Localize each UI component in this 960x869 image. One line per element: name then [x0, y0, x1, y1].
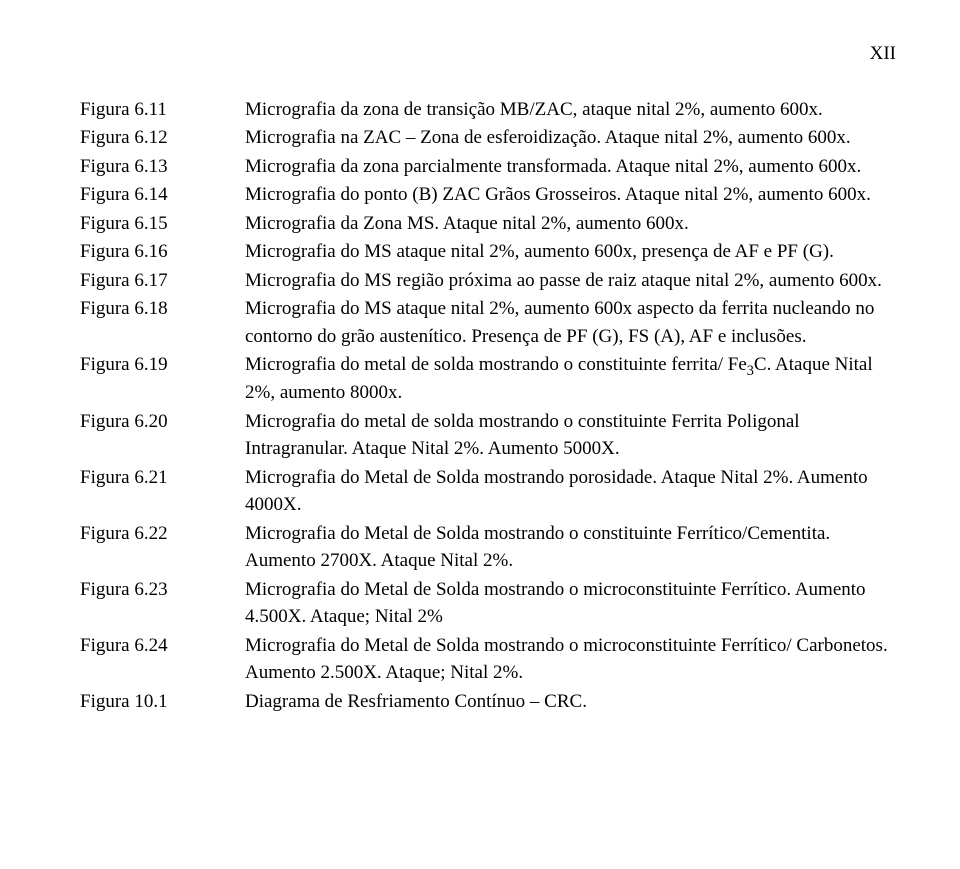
figure-entry: Figura 6.12Micrografia na ZAC – Zona de … [80, 124, 900, 152]
figure-label: Figura 6.20 [80, 408, 245, 436]
figure-label: Figura 10.1 [80, 688, 245, 716]
figure-description: Diagrama de Resfriamento Contínuo – CRC. [245, 688, 900, 716]
figure-label: Figura 6.13 [80, 153, 245, 181]
figure-label: Figura 6.14 [80, 181, 245, 209]
figure-label: Figura 6.15 [80, 210, 245, 238]
figure-label: Figura 6.23 [80, 576, 245, 604]
figure-description: Micrografia do Metal de Solda mostrando … [245, 464, 900, 519]
figure-description: Micrografia do Metal de Solda mostrando … [245, 520, 900, 575]
figure-description: Micrografia do ponto (B) ZAC Grãos Gross… [245, 181, 900, 209]
figure-entry: Figura 6.18Micrografia do MS ataque nita… [80, 295, 900, 350]
figure-label: Figura 6.19 [80, 351, 245, 379]
figure-entry: Figura 6.14Micrografia do ponto (B) ZAC … [80, 181, 900, 209]
figure-entry: Figura 6.22Micrografia do Metal de Solda… [80, 520, 900, 575]
figure-label: Figura 6.22 [80, 520, 245, 548]
figure-entry: Figura 6.21Micrografia do Metal de Solda… [80, 464, 900, 519]
figure-label: Figura 6.17 [80, 267, 245, 295]
figure-description: Micrografia do metal de solda mostrando … [245, 408, 900, 463]
figure-entry: Figura 6.11Micrografia da zona de transi… [80, 96, 900, 124]
figure-entry: Figura 6.16Micrografia do MS ataque nita… [80, 238, 900, 266]
figure-entry: Figura 6.24Micrografia do Metal de Solda… [80, 632, 900, 687]
figure-description: Micrografia do metal de solda mostrando … [245, 351, 900, 406]
figure-entry: Figura 10.1Diagrama de Resfriamento Cont… [80, 688, 900, 716]
figure-label: Figura 6.11 [80, 96, 245, 124]
figure-description: Micrografia do Metal de Solda mostrando … [245, 576, 900, 631]
figure-list: Figura 6.11Micrografia da zona de transi… [80, 96, 900, 716]
figure-description: Micrografia da zona parcialmente transfo… [245, 153, 900, 181]
figure-entry: Figura 6.13Micrografia da zona parcialme… [80, 153, 900, 181]
figure-entry: Figura 6.23Micrografia do Metal de Solda… [80, 576, 900, 631]
figure-label: Figura 6.16 [80, 238, 245, 266]
figure-description: Micrografia do MS ataque nital 2%, aumen… [245, 238, 900, 266]
figure-description: Micrografia da zona de transição MB/ZAC,… [245, 96, 900, 124]
figure-description: Micrografia do MS ataque nital 2%, aumen… [245, 295, 900, 350]
figure-entry: Figura 6.15Micrografia da Zona MS. Ataqu… [80, 210, 900, 238]
page-number: XII [80, 40, 900, 68]
figure-entry: Figura 6.20Micrografia do metal de solda… [80, 408, 900, 463]
figure-label: Figura 6.24 [80, 632, 245, 660]
figure-entry: Figura 6.19Micrografia do metal de solda… [80, 351, 900, 406]
figure-description: Micrografia do Metal de Solda mostrando … [245, 632, 900, 687]
figure-label: Figura 6.18 [80, 295, 245, 323]
figure-label: Figura 6.12 [80, 124, 245, 152]
figure-label: Figura 6.21 [80, 464, 245, 492]
figure-description: Micrografia da Zona MS. Ataque nital 2%,… [245, 210, 900, 238]
figure-description: Micrografia do MS região próxima ao pass… [245, 267, 900, 295]
figure-entry: Figura 6.17Micrografia do MS região próx… [80, 267, 900, 295]
figure-description: Micrografia na ZAC – Zona de esferoidiza… [245, 124, 900, 152]
